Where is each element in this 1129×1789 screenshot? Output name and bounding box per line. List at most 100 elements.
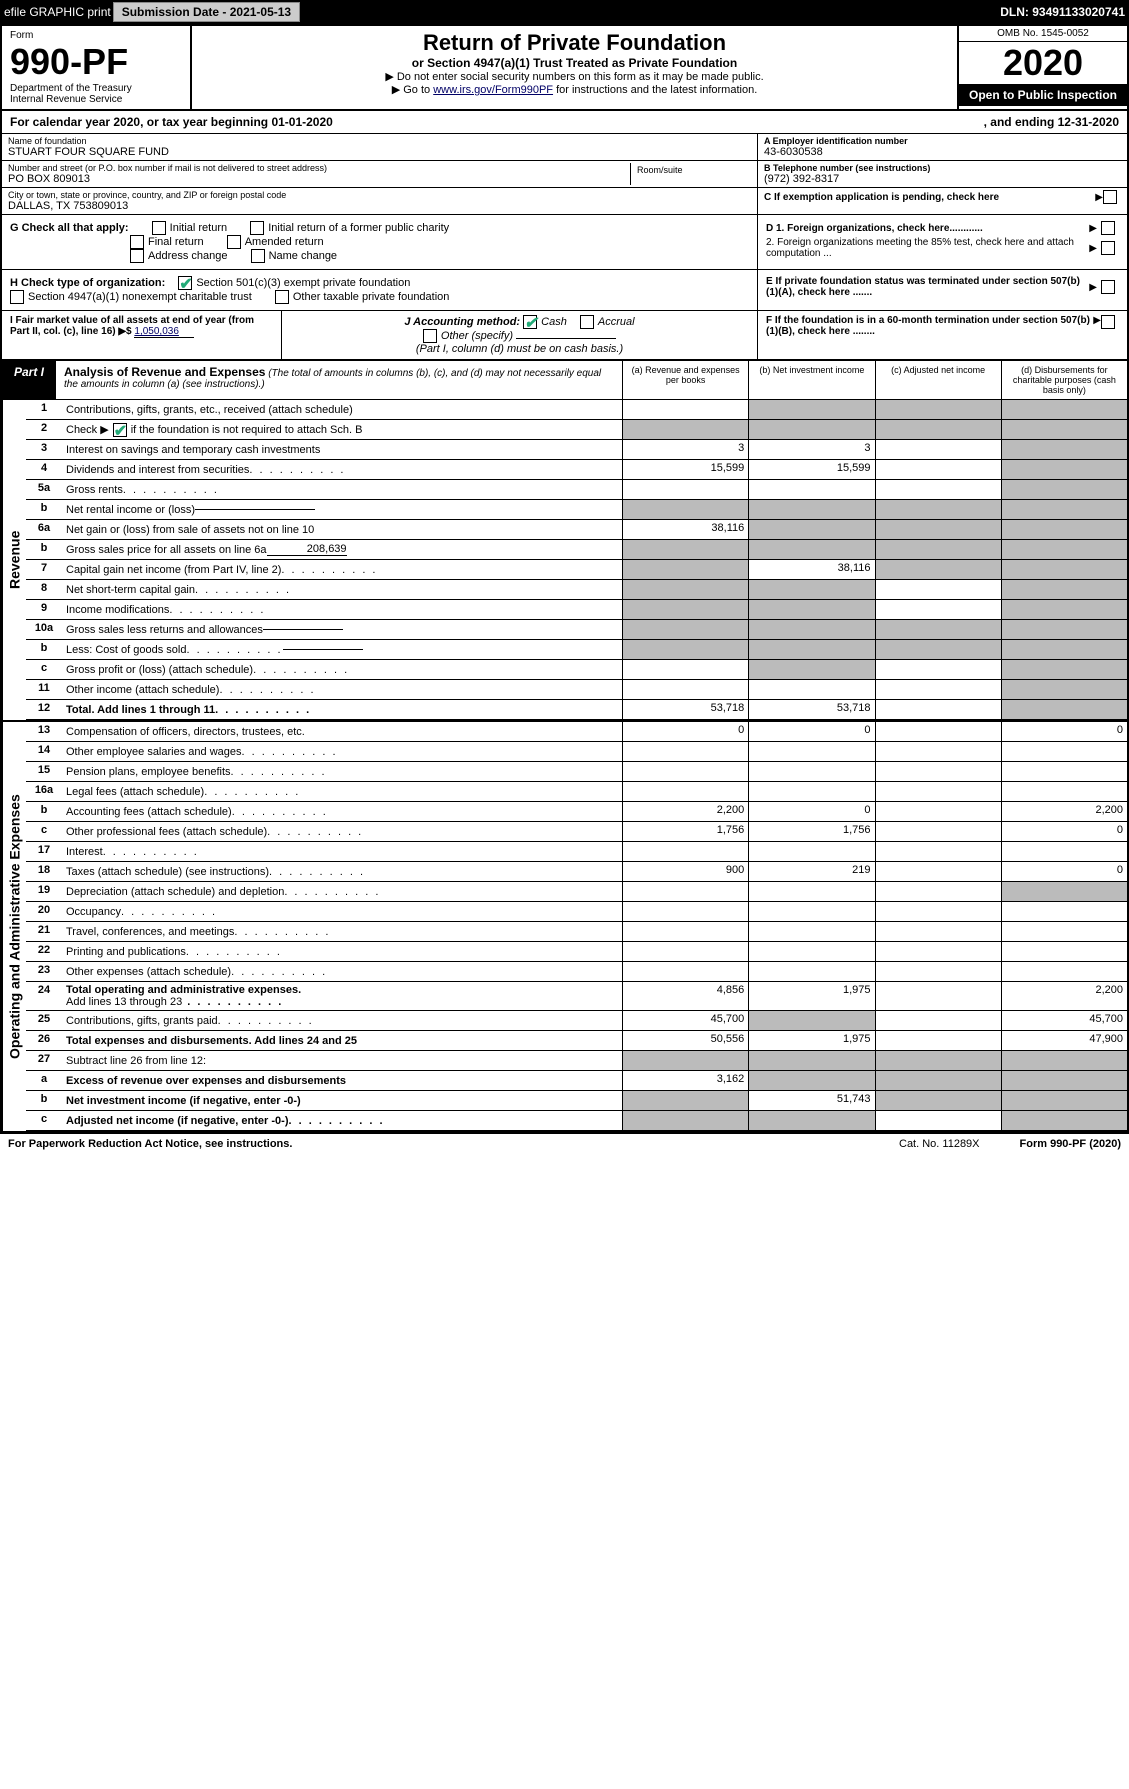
cal-begin: For calendar year 2020, or tax year begi… xyxy=(10,115,333,129)
expenses-table: Operating and Administrative Expenses 13… xyxy=(2,720,1127,1131)
city-label: City or town, state or province, country… xyxy=(8,190,751,200)
g-name-checkbox[interactable] xyxy=(251,249,265,263)
part1-header: Part I Analysis of Revenue and Expenses … xyxy=(2,360,1127,400)
row-16b: Accounting fees (attach schedule) xyxy=(62,802,622,821)
arrow-icon: ▶ xyxy=(1089,223,1097,234)
row-27a: Excess of revenue over expenses and disb… xyxy=(62,1071,622,1090)
arrow-icon: ▶ xyxy=(1093,315,1101,337)
arrow-icon: ▶ xyxy=(1089,282,1097,293)
dept-treasury: Department of the Treasury xyxy=(10,83,182,94)
row-23: Other expenses (attach schedule) xyxy=(62,962,622,981)
row-3: Interest on savings and temporary cash i… xyxy=(62,440,622,459)
h-other-checkbox[interactable] xyxy=(275,290,289,304)
c-checkbox[interactable] xyxy=(1103,190,1117,204)
ssn-note: ▶ Do not enter social security numbers o… xyxy=(204,70,945,83)
section-g-row: G Check all that apply: Initial return I… xyxy=(2,215,1127,270)
h-501c3-checkbox[interactable] xyxy=(178,276,192,290)
row-6a: Net gain or (loss) from sale of assets n… xyxy=(62,520,622,539)
row-21: Travel, conferences, and meetings xyxy=(62,922,622,941)
section-ij-row: I Fair market value of all assets at end… xyxy=(2,311,1127,360)
page-footer: For Paperwork Reduction Act Notice, see … xyxy=(0,1133,1129,1154)
row-15: Pension plans, employee benefits xyxy=(62,762,622,781)
row-2: Check ▶ if the foundation is not require… xyxy=(62,420,622,439)
calendar-year-row: For calendar year 2020, or tax year begi… xyxy=(2,111,1127,134)
row-10b: Less: Cost of goods sold xyxy=(62,640,622,659)
ein-label: A Employer identification number xyxy=(764,136,1121,146)
d2-checkbox[interactable] xyxy=(1101,241,1115,255)
row-22: Printing and publications xyxy=(62,942,622,961)
d1-checkbox[interactable] xyxy=(1101,221,1115,235)
row-19: Depreciation (attach schedule) and deple… xyxy=(62,882,622,901)
j-accrual-checkbox[interactable] xyxy=(580,315,594,329)
j-note: (Part I, column (d) must be on cash basi… xyxy=(416,343,623,355)
row-10c: Gross profit or (loss) (attach schedule) xyxy=(62,660,622,679)
j-other-checkbox[interactable] xyxy=(423,329,437,343)
f-label: F If the foundation is in a 60-month ter… xyxy=(766,315,1090,337)
g-final-checkbox[interactable] xyxy=(130,235,144,249)
dept-irs: Internal Revenue Service xyxy=(10,94,182,105)
row-5a: Gross rents xyxy=(62,480,622,499)
row-16c: Other professional fees (attach schedule… xyxy=(62,822,622,841)
info-grid: Name of foundation STUART FOUR SQUARE FU… xyxy=(2,134,1127,215)
part1-tag: Part I xyxy=(2,361,56,399)
form-header: Form 990-PF Department of the Treasury I… xyxy=(2,26,1127,111)
col-b-header: (b) Net investment income xyxy=(748,361,874,399)
row-17: Interest xyxy=(62,842,622,861)
row-20: Occupancy xyxy=(62,902,622,921)
form-title: Return of Private Foundation xyxy=(204,30,945,56)
efile-bar: efile GRAPHIC print Submission Date - 20… xyxy=(0,0,1129,24)
row-27c: Adjusted net income (if negative, enter … xyxy=(62,1111,622,1130)
revenue-table: Revenue 1Contributions, gifts, grants, e… xyxy=(2,400,1127,720)
row-11: Other income (attach schedule) xyxy=(62,680,622,699)
i-label: I Fair market value of all assets at end… xyxy=(10,315,254,337)
name-label: Name of foundation xyxy=(8,136,751,146)
row-14: Other employee salaries and wages xyxy=(62,742,622,761)
foundation-name: STUART FOUR SQUARE FUND xyxy=(8,146,751,158)
col-a-header: (a) Revenue and expenses per books xyxy=(622,361,748,399)
j-cash-checkbox[interactable] xyxy=(523,315,537,329)
section-h-row: H Check type of organization: Section 50… xyxy=(2,270,1127,311)
row-12: Total. Add lines 1 through 11 xyxy=(62,700,622,719)
row-18: Taxes (attach schedule) (see instruction… xyxy=(62,862,622,881)
cal-end: , and ending 12-31-2020 xyxy=(984,115,1119,129)
j-label: J Accounting method: xyxy=(404,316,520,328)
h-label: H Check type of organization: xyxy=(10,277,165,289)
paperwork-notice: For Paperwork Reduction Act Notice, see … xyxy=(8,1138,859,1150)
irs-link[interactable]: www.irs.gov/Form990PF xyxy=(433,84,553,96)
room-label: Room/suite xyxy=(637,165,745,175)
f-checkbox[interactable] xyxy=(1101,315,1115,329)
arrow-icon: ▶ xyxy=(1089,243,1097,254)
g-amended-checkbox[interactable] xyxy=(227,235,241,249)
revenue-side-label: Revenue xyxy=(2,400,26,720)
row-24: Total operating and administrative expen… xyxy=(62,982,622,1010)
row-26: Total expenses and disbursements. Add li… xyxy=(62,1031,622,1050)
city-state-zip: DALLAS, TX 753809013 xyxy=(8,200,751,212)
form-ref: Form 990-PF (2020) xyxy=(1020,1138,1121,1150)
tel-value: (972) 392-8317 xyxy=(764,173,1121,185)
g-initial-former-checkbox[interactable] xyxy=(250,221,264,235)
row-5b: Net rental income or (loss) xyxy=(62,500,622,519)
h-4947-checkbox[interactable] xyxy=(10,290,24,304)
row-27: Subtract line 26 from line 12: xyxy=(62,1051,622,1070)
omb-number: OMB No. 1545-0052 xyxy=(959,26,1127,42)
g-address-checkbox[interactable] xyxy=(130,249,144,263)
tax-year: 2020 xyxy=(959,42,1127,84)
tel-label: B Telephone number (see instructions) xyxy=(764,163,1121,173)
row-6b: Gross sales price for all assets on line… xyxy=(62,540,622,559)
street-label: Number and street (or P.O. box number if… xyxy=(8,163,630,173)
street-address: PO BOX 809013 xyxy=(8,173,630,185)
d2-label: 2. Foreign organizations meeting the 85%… xyxy=(766,237,1085,259)
row-1: Contributions, gifts, grants, etc., rece… xyxy=(62,400,622,419)
schb-checkbox[interactable] xyxy=(113,423,127,437)
form-number: 990-PF xyxy=(10,41,182,83)
col-d-header: (d) Disbursements for charitable purpose… xyxy=(1001,361,1127,399)
g-initial-checkbox[interactable] xyxy=(152,221,166,235)
row-7: Capital gain net income (from Part IV, l… xyxy=(62,560,622,579)
row-16a: Legal fees (attach schedule) xyxy=(62,782,622,801)
part1-title: Analysis of Revenue and Expenses (The to… xyxy=(56,361,622,399)
e-checkbox[interactable] xyxy=(1101,280,1115,294)
col-c-header: (c) Adjusted net income xyxy=(875,361,1001,399)
row-9: Income modifications xyxy=(62,600,622,619)
open-public: Open to Public Inspection xyxy=(959,84,1127,106)
dln: DLN: 93491133020741 xyxy=(1000,5,1125,19)
